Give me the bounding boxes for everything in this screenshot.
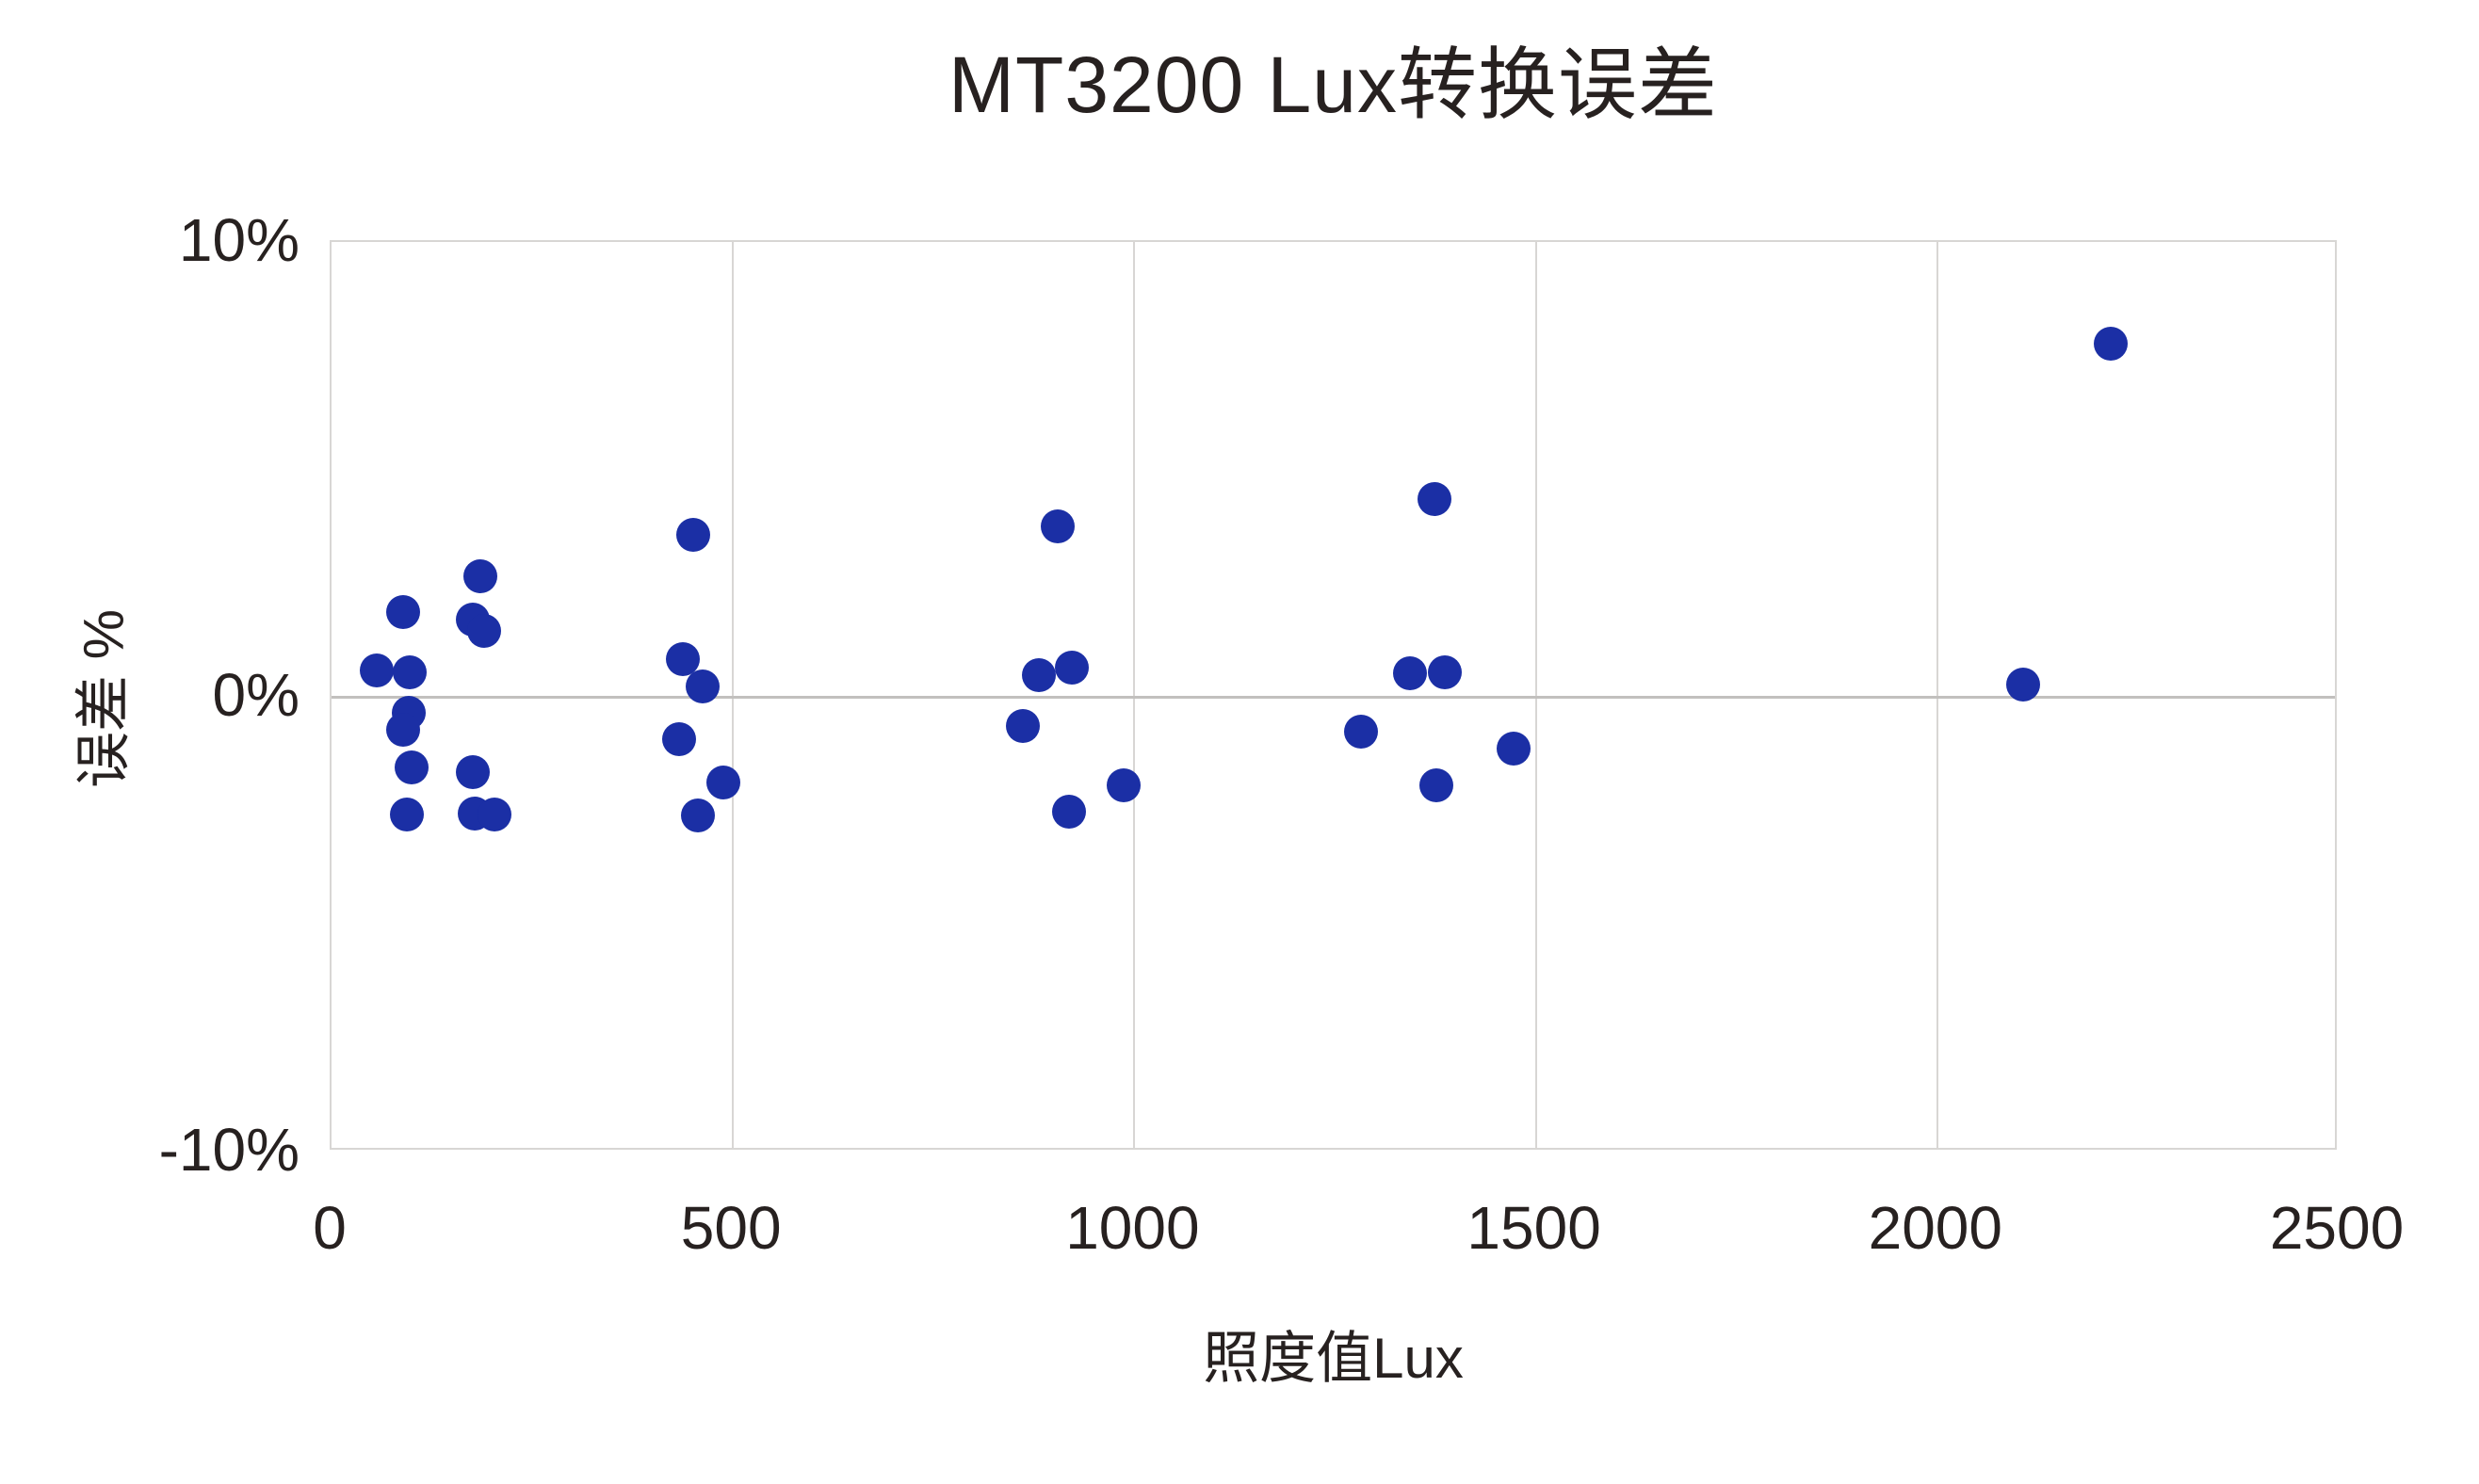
data-point: [1107, 768, 1142, 803]
data-point: [359, 653, 394, 687]
data-point: [1418, 481, 1452, 516]
data-point: [662, 721, 697, 756]
data-point: [1021, 657, 1056, 692]
data-point: [462, 559, 497, 593]
x-axis-tick-labels: 0 500 1000 1500 2000 2500: [0, 1190, 2479, 1266]
data-point: [385, 595, 420, 630]
data-point: [456, 755, 491, 790]
x-tick-label: 2000: [1868, 1194, 2002, 1262]
x-tick-label: 1500: [1466, 1194, 1601, 1262]
x-tick-label: 2500: [2269, 1194, 2405, 1262]
y-tick-label: 0%: [212, 661, 300, 729]
vertical-gridline: [1534, 242, 1537, 1148]
y-tick-label: -10%: [158, 1116, 300, 1184]
data-point: [680, 798, 715, 833]
data-point: [1040, 508, 1075, 543]
data-point: [1054, 651, 1089, 686]
data-point: [2006, 667, 2040, 702]
vertical-gridline: [1133, 242, 1136, 1148]
data-point: [1005, 708, 1040, 743]
data-point: [385, 712, 420, 747]
data-point: [1496, 732, 1531, 766]
data-point: [395, 750, 429, 784]
data-point: [466, 613, 501, 648]
x-axis-title: 照度值Lux: [1203, 1327, 1464, 1390]
vertical-gridline: [1936, 242, 1938, 1148]
data-point: [1343, 715, 1378, 750]
data-point: [1392, 655, 1427, 690]
data-point: [478, 798, 512, 832]
data-point: [1418, 768, 1453, 803]
x-tick-label: 500: [680, 1194, 782, 1262]
x-tick-label: 1000: [1065, 1194, 1200, 1262]
data-point: [675, 518, 710, 553]
data-point: [685, 669, 720, 703]
plot-area: [330, 240, 2337, 1150]
data-point: [1428, 654, 1463, 689]
zero-gridline: [332, 696, 2335, 699]
data-point: [390, 798, 425, 832]
y-tick-label: 10%: [178, 206, 300, 274]
data-point: [392, 654, 427, 689]
vertical-gridline: [732, 242, 735, 1148]
data-point: [2093, 327, 2128, 362]
chart-title: MT3200 Lux转换误差: [948, 40, 1718, 129]
x-tick-label: 0: [313, 1194, 347, 1262]
y-axis-tick-labels: 10% 0% -10%: [0, 206, 300, 1184]
data-point: [705, 765, 740, 799]
data-point: [1052, 795, 1087, 830]
